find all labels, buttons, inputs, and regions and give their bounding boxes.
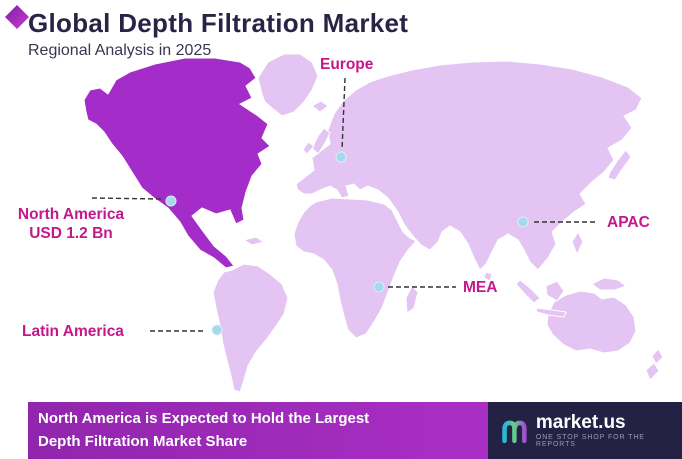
continent-australia	[546, 290, 637, 354]
region-greenland	[257, 53, 319, 117]
page-subtitle: Regional Analysis in 2025	[28, 42, 212, 59]
label-north-america: North America USD 1.2 Bn	[6, 205, 136, 244]
brand-name: market.us	[535, 411, 626, 433]
map-marker-latin-america	[211, 324, 223, 336]
leader-line-europe	[341, 77, 346, 151]
island-japan	[607, 149, 632, 181]
highlight-banner: North America is Expected to Hold the La…	[28, 402, 488, 459]
island-ireland	[302, 141, 315, 155]
brand-tagline: ONE STOP SHOP FOR THE REPORTS	[535, 434, 645, 449]
label-europe: Europe	[320, 56, 374, 73]
leader-line-north-america	[91, 197, 163, 200]
continent-north-america	[83, 57, 271, 269]
island-cuba	[242, 236, 266, 246]
label-mea: MEA	[463, 279, 498, 296]
island-sumatra	[515, 279, 541, 304]
continent-eurasia	[295, 60, 643, 271]
map-marker-europe	[335, 151, 347, 163]
label-latin-america: Latin America	[22, 323, 124, 340]
map-marker-apac	[517, 216, 529, 228]
continent-africa	[293, 197, 417, 339]
island-new-zealand-north	[651, 348, 664, 365]
island-new-zealand-south	[645, 362, 660, 381]
island-new-guinea	[591, 277, 628, 291]
corner-ribbon-decoration	[5, 5, 29, 29]
continent-south-america	[212, 263, 289, 393]
brand-footer: market.us ONE STOP SHOP FOR THE REPORTS	[488, 402, 682, 459]
label-north-america-name: North America	[17, 206, 125, 223]
island-sri-lanka	[483, 271, 493, 282]
island-philippines	[571, 230, 584, 256]
diamond-shape	[5, 5, 29, 29]
island-uk	[311, 127, 331, 155]
map-marker-north-america	[165, 195, 177, 207]
brand-text-block: market.us ONE STOP SHOP FOR THE REPORTS	[535, 411, 682, 449]
island-madagascar	[405, 285, 419, 314]
island-borneo	[545, 280, 565, 302]
banner-line-1: North America is Expected to Hold the La…	[38, 410, 370, 427]
header: Global Depth Filtration Market Regional …	[28, 8, 408, 60]
island-java	[535, 307, 567, 318]
marketus-logo-icon	[502, 420, 527, 443]
page-title: Global Depth Filtration Market	[28, 8, 409, 38]
banner-line-2: Depth Filtration Market Share	[38, 432, 248, 450]
map-marker-mea	[373, 281, 385, 293]
label-north-america-value: USD 1.2 Bn	[29, 225, 113, 243]
logo-m-glyph	[502, 420, 527, 443]
island-iceland	[311, 100, 329, 113]
label-apac: APAC	[607, 214, 650, 231]
